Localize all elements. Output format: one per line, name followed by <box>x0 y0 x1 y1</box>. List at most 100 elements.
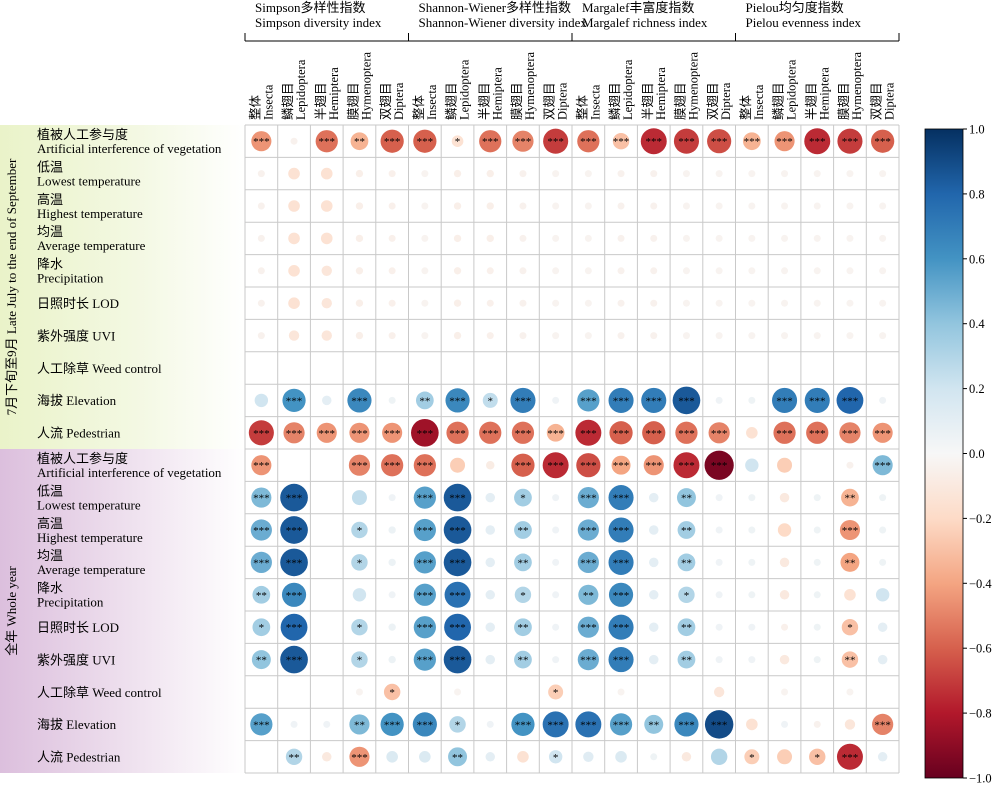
column-label-en: Diptera <box>392 82 406 120</box>
significance-mark: *** <box>417 493 434 505</box>
column-label-en: Insecta <box>261 84 275 120</box>
correlation-circle <box>682 332 690 340</box>
correlation-circle <box>879 267 887 275</box>
correlation-circle <box>813 202 821 210</box>
significance-mark: *** <box>874 136 891 148</box>
significance-mark: *** <box>809 428 826 440</box>
correlation-circle <box>673 452 700 479</box>
significance-mark: *** <box>613 590 630 602</box>
row-label-en: Artificial interference of vegetation <box>37 465 222 480</box>
significance-mark: *** <box>384 428 401 440</box>
significance-mark: *** <box>449 428 466 440</box>
significance-mark: *** <box>351 752 368 764</box>
correlation-circle <box>511 421 535 444</box>
row-label-en: Average temperature <box>37 238 146 253</box>
correlation-circle <box>552 396 560 404</box>
correlation-circle <box>485 752 495 762</box>
correlation-circle <box>846 332 854 340</box>
correlation-circle <box>844 588 856 601</box>
significance-mark: * <box>684 590 690 602</box>
correlation-circle <box>584 170 592 178</box>
correlation-circle <box>777 749 793 765</box>
correlation-circle <box>482 392 498 408</box>
significance-mark: *** <box>613 136 630 148</box>
correlation-circle <box>813 591 821 599</box>
correlation-circle <box>704 710 734 739</box>
correlation-circle <box>650 299 658 307</box>
colorbar-tick-label: 0.6 <box>969 252 985 266</box>
significance-mark: *** <box>842 525 859 537</box>
correlation-circle <box>879 494 887 502</box>
correlation-circle <box>355 234 364 243</box>
correlation-circle <box>552 234 560 242</box>
significance-mark: *** <box>874 460 891 472</box>
row-label-en: Highest temperature <box>37 206 143 221</box>
correlation-circle <box>552 558 560 566</box>
correlation-circle <box>421 332 429 340</box>
significance-mark: *** <box>547 136 564 148</box>
correlation-circle <box>349 422 370 443</box>
column-label-en: Insecta <box>752 84 766 120</box>
significance-mark: *** <box>253 136 270 148</box>
significance-mark: ** <box>844 557 855 569</box>
correlation-circle <box>748 656 756 664</box>
correlation-circle <box>251 487 272 508</box>
significance-mark: *** <box>776 428 793 440</box>
correlation-circle <box>779 590 790 600</box>
correlation-circle <box>323 720 331 728</box>
correlation-circle <box>650 332 658 340</box>
row-label: 海拔 Elevation <box>37 393 117 408</box>
correlation-circle <box>413 129 437 153</box>
correlation-circle <box>577 389 600 412</box>
significance-mark: *** <box>384 719 401 731</box>
correlation-circle <box>280 548 308 577</box>
significance-mark: ** <box>256 590 267 602</box>
correlation-circle <box>419 750 431 763</box>
group-title-zh: Margalef丰富度指数 <box>582 0 694 15</box>
column-label-zh: 双翅目 <box>869 82 884 120</box>
significance-mark: ** <box>681 493 692 505</box>
correlation-circle <box>677 521 696 539</box>
correlation-circle <box>781 299 789 307</box>
correlation-circle <box>355 202 364 210</box>
significance-mark: * <box>455 136 461 148</box>
correlation-circle <box>745 458 759 472</box>
correlation-circle <box>879 202 887 210</box>
correlation-circle <box>577 616 599 638</box>
significance-mark: *** <box>547 460 564 472</box>
correlation-circle <box>682 267 690 275</box>
correlation-circle <box>388 170 396 178</box>
correlation-circle <box>552 656 560 664</box>
correlation-circle <box>677 650 696 669</box>
correlation-circle <box>813 234 821 242</box>
significance-mark: *** <box>646 428 663 440</box>
correlation-circle <box>710 748 728 766</box>
correlation-circle <box>542 711 569 738</box>
significance-mark: ** <box>517 525 528 537</box>
row-label-en: Artificial interference of vegetation <box>37 141 222 156</box>
correlation-circle <box>846 688 854 696</box>
correlation-circle <box>846 299 854 307</box>
correlation-circle <box>713 686 725 698</box>
correlation-circle <box>386 750 398 763</box>
correlation-circle <box>320 167 333 180</box>
column-label-en: Lepidoptera <box>458 59 472 120</box>
significance-mark: *** <box>580 493 597 505</box>
significance-mark: ** <box>681 557 692 569</box>
correlation-circle <box>485 590 495 600</box>
correlation-circle <box>413 518 436 542</box>
correlation-circle <box>813 494 821 502</box>
correlation-circle <box>715 299 723 307</box>
correlation-circle <box>283 422 305 444</box>
correlation-circle <box>682 234 690 242</box>
correlation-circle <box>578 584 599 605</box>
correlation-circle <box>453 234 462 243</box>
significance-mark: *** <box>515 460 532 472</box>
correlation-circle <box>421 267 429 275</box>
correlation-circle <box>617 202 625 210</box>
correlation-circle <box>479 130 502 153</box>
correlation-circle <box>519 202 527 210</box>
correlation-circle <box>650 202 658 210</box>
correlation-circle <box>511 712 535 737</box>
